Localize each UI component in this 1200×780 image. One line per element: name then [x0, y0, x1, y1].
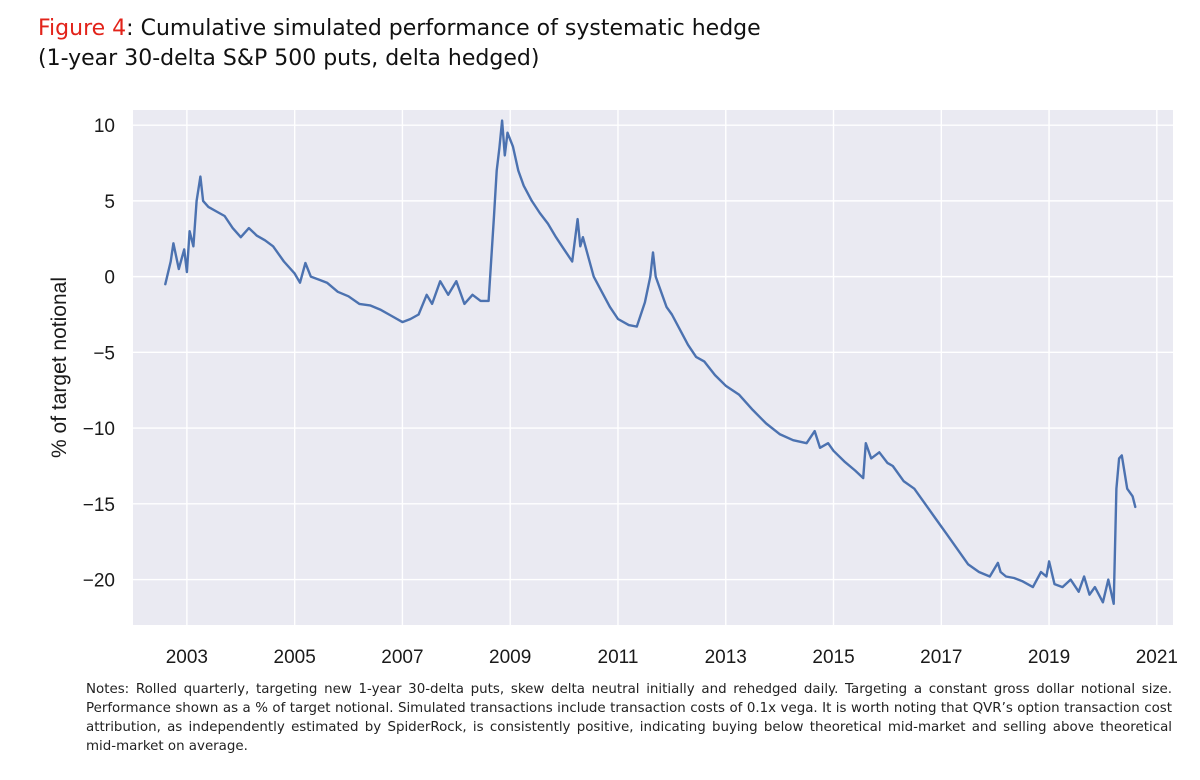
y-axis-label: % of target notional [48, 277, 71, 458]
x-tick-label: 2003 [166, 647, 208, 668]
series-line-0 [164, 119, 1137, 605]
x-tick-label: 2013 [705, 647, 747, 668]
y-tick-label: 5 [104, 192, 115, 213]
figure-label: Figure 4 [38, 16, 127, 41]
y-tick-labels: 10 5 0 −5 −10 −15 −20 [83, 116, 115, 591]
y-tick-label: −20 [83, 571, 115, 592]
x-tick-label: 2015 [812, 647, 854, 668]
figure-notes: Notes: Rolled quarterly, targeting new 1… [86, 682, 1172, 754]
line-chart: 10 5 0 −5 −10 −15 −20 2003 2005 2007 2009 2011 2013… [48, 110, 1178, 668]
x-tick-label: 2011 [598, 647, 639, 668]
x-tick-label: 2021 [1136, 647, 1178, 668]
figure-subtitle: (1-year 30-delta S&P 500 puts, delta hed… [38, 46, 540, 71]
x-tick-labels: 2003 2005 2007 2009 2011 2013 2015 2017 2019 2021 [166, 647, 1178, 668]
x-tick-label: 2019 [1028, 647, 1070, 668]
x-tick-label: 2007 [381, 647, 423, 668]
y-tick-label: −15 [83, 495, 115, 516]
y-tick-label: −5 [93, 343, 115, 364]
series-layer [164, 119, 1137, 605]
figure-title: Figure 4: Cumulative simulated performan… [38, 16, 761, 42]
y-tick-label: 10 [94, 116, 115, 137]
y-tick-label: −10 [83, 419, 115, 440]
y-tick-label: 0 [104, 268, 115, 289]
plot-area [133, 110, 1173, 625]
x-tick-label: 2005 [274, 647, 316, 668]
figure-title-text: : Cumulative simulated performance of sy… [126, 16, 761, 41]
x-tick-label: 2017 [920, 647, 962, 668]
x-tick-label: 2009 [489, 647, 531, 668]
grid-lines [133, 110, 1173, 625]
